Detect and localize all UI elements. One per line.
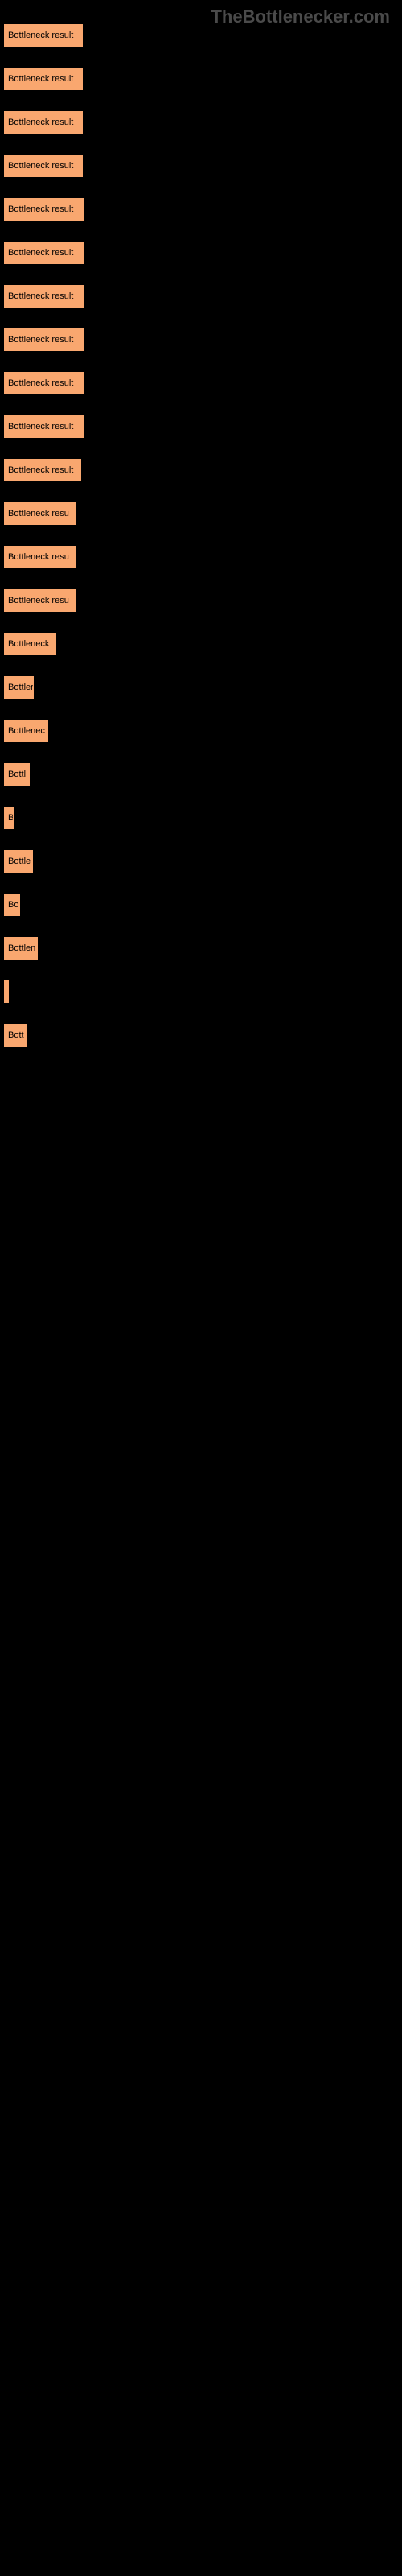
bar-row: Bottlen	[4, 937, 402, 960]
bar-chart: Bottleneck result Bottleneck result Bottle…	[0, 0, 402, 1046]
bar: Bottleneck result	[4, 242, 84, 264]
bar-row: Bottleneck result	[4, 415, 402, 438]
bar: Bott	[4, 1024, 27, 1046]
bar-row: Bottleneck result	[4, 24, 402, 47]
bar: Bottleneck result	[4, 459, 81, 481]
bar: Bottleneck result	[4, 415, 84, 438]
bar: B	[4, 807, 14, 829]
bar-row: Bott	[4, 1024, 402, 1046]
bar: Bottleneck resu	[4, 502, 76, 525]
bar: Bottleneck result	[4, 285, 84, 308]
bar-row: Bottleneck resu	[4, 502, 402, 525]
bar-row: Bottleneck result	[4, 459, 402, 481]
bar-row	[4, 980, 402, 1003]
bar: Bottleneck result	[4, 328, 84, 351]
bar: Bottlenec	[4, 720, 48, 742]
bar-row: Bottleneck result	[4, 198, 402, 221]
bar: Bottleneck resu	[4, 546, 76, 568]
bar: Bottleneck resu	[4, 589, 76, 612]
bar-row: Bottleneck	[4, 633, 402, 655]
bar-row: Bottleneck result	[4, 372, 402, 394]
bar-row: B	[4, 807, 402, 829]
bar-row: Bottleneck result	[4, 155, 402, 177]
bar-row: Bottleneck result	[4, 285, 402, 308]
bar	[4, 980, 9, 1003]
bar: Bottleneck result	[4, 198, 84, 221]
bar-row: Bottleneck resu	[4, 589, 402, 612]
bar: Bottler	[4, 676, 34, 699]
bar-row: Bottleneck result	[4, 242, 402, 264]
bar-row: Bottleneck resu	[4, 546, 402, 568]
bar-row: Bottler	[4, 676, 402, 699]
bar: Bottleneck result	[4, 111, 83, 134]
bar-row: Bottlenec	[4, 720, 402, 742]
bar: Bottlen	[4, 937, 38, 960]
bar: Bottleneck	[4, 633, 56, 655]
bar-row: Bottleneck result	[4, 68, 402, 90]
bar: Bottleneck result	[4, 68, 83, 90]
bar-row: Bottl	[4, 763, 402, 786]
bar: Bottleneck result	[4, 372, 84, 394]
bar: Bottl	[4, 763, 30, 786]
bar: Bo	[4, 894, 20, 916]
bar: Bottleneck result	[4, 155, 83, 177]
bar-row: Bo	[4, 894, 402, 916]
bar: Bottleneck result	[4, 24, 83, 47]
bar: Bottle	[4, 850, 33, 873]
bar-row: Bottle	[4, 850, 402, 873]
bar-row: Bottleneck result	[4, 328, 402, 351]
bar-row: Bottleneck result	[4, 111, 402, 134]
